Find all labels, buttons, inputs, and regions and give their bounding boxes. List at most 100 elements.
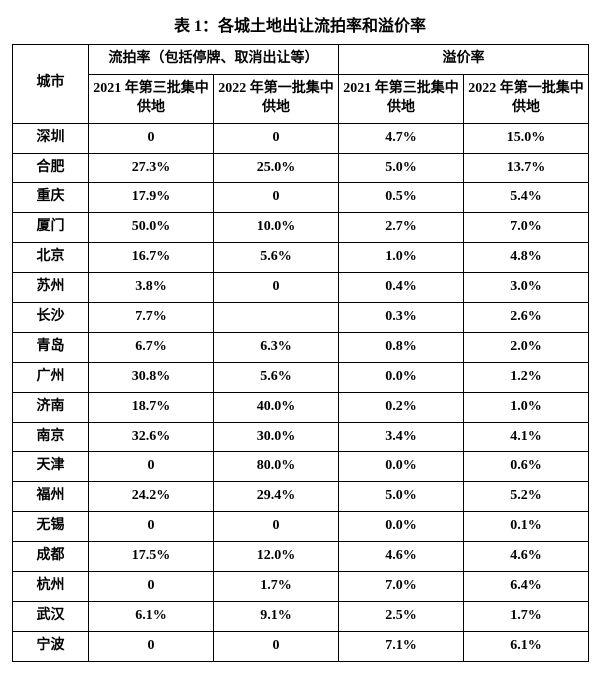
cell-fail-2022q1: 40.0% [214,392,339,422]
cell-prem-2021q3: 4.6% [339,542,464,572]
cell-city: 青岛 [13,332,89,362]
cell-prem-2021q3: 5.0% [339,482,464,512]
cell-fail-2022q1: 30.0% [214,422,339,452]
col-2021q3-prem: 2021 年第三批集中供地 [339,74,464,123]
table-row: 北京16.7%5.6%1.0%4.8% [13,243,589,273]
table-row: 成都17.5%12.0%4.6%4.6% [13,542,589,572]
cell-fail-2021q3: 32.6% [89,422,214,452]
cell-prem-2021q3: 4.7% [339,123,464,153]
cell-fail-2021q3: 18.7% [89,392,214,422]
cell-city: 武汉 [13,601,89,631]
cell-city: 合肥 [13,153,89,183]
cell-city: 宁波 [13,631,89,661]
cell-fail-2021q3: 7.7% [89,303,214,333]
col-2021q3-fail: 2021 年第三批集中供地 [89,74,214,123]
cell-prem-2022q1: 2.6% [464,303,589,333]
cell-fail-2021q3: 30.8% [89,362,214,392]
cell-prem-2022q1: 1.7% [464,601,589,631]
cell-fail-2022q1: 9.1% [214,601,339,631]
land-rate-table: 城市 流拍率（包括停牌、取消出让等） 溢价率 2021 年第三批集中供地 202… [12,44,589,662]
cell-fail-2022q1: 0 [214,183,339,213]
table-row: 天津080.0%0.0%0.6% [13,452,589,482]
table-row: 武汉6.1%9.1%2.5%1.7% [13,601,589,631]
cell-city: 南京 [13,422,89,452]
cell-fail-2022q1: 0 [214,123,339,153]
cell-fail-2022q1: 12.0% [214,542,339,572]
cell-fail-2022q1: 80.0% [214,452,339,482]
cell-city: 厦门 [13,213,89,243]
cell-fail-2021q3: 50.0% [89,213,214,243]
cell-prem-2021q3: 0.3% [339,303,464,333]
cell-prem-2022q1: 1.0% [464,392,589,422]
cell-city: 苏州 [13,273,89,303]
cell-prem-2022q1: 3.0% [464,273,589,303]
cell-fail-2021q3: 0 [89,512,214,542]
cell-fail-2022q1: 0 [214,512,339,542]
table-row: 长沙7.7% 0.3%2.6% [13,303,589,333]
cell-city: 广州 [13,362,89,392]
cell-fail-2021q3: 27.3% [89,153,214,183]
cell-fail-2021q3: 17.9% [89,183,214,213]
cell-prem-2022q1: 1.2% [464,362,589,392]
cell-prem-2021q3: 5.0% [339,153,464,183]
cell-fail-2022q1: 0 [214,273,339,303]
col-group-premium-rate: 溢价率 [339,45,589,75]
cell-fail-2022q1: 10.0% [214,213,339,243]
cell-prem-2021q3: 0.5% [339,183,464,213]
cell-fail-2021q3: 0 [89,123,214,153]
col-city: 城市 [13,45,89,124]
cell-city: 深圳 [13,123,89,153]
cell-prem-2022q1: 0.1% [464,512,589,542]
col-group-failure-rate: 流拍率（包括停牌、取消出让等） [89,45,339,75]
cell-city: 成都 [13,542,89,572]
cell-city: 无锡 [13,512,89,542]
cell-prem-2021q3: 1.0% [339,243,464,273]
cell-prem-2022q1: 15.0% [464,123,589,153]
cell-fail-2022q1 [214,303,339,333]
table-row: 重庆17.9%00.5%5.4% [13,183,589,213]
cell-city: 福州 [13,482,89,512]
table-row: 杭州01.7%7.0%6.4% [13,572,589,602]
cell-fail-2021q3: 3.8% [89,273,214,303]
cell-city: 杭州 [13,572,89,602]
cell-prem-2022q1: 7.0% [464,213,589,243]
cell-fail-2021q3: 6.7% [89,332,214,362]
cell-prem-2022q1: 6.4% [464,572,589,602]
cell-prem-2022q1: 13.7% [464,153,589,183]
cell-prem-2021q3: 0.2% [339,392,464,422]
table-row: 青岛6.7%6.3%0.8%2.0% [13,332,589,362]
cell-fail-2022q1: 5.6% [214,243,339,273]
cell-fail-2021q3: 16.7% [89,243,214,273]
table-row: 厦门50.0%10.0%2.7%7.0% [13,213,589,243]
cell-fail-2021q3: 6.1% [89,601,214,631]
cell-prem-2021q3: 0.4% [339,273,464,303]
table-row: 宁波007.1%6.1% [13,631,589,661]
cell-fail-2022q1: 5.6% [214,362,339,392]
cell-fail-2022q1: 0 [214,631,339,661]
cell-prem-2022q1: 4.8% [464,243,589,273]
cell-fail-2022q1: 1.7% [214,572,339,602]
cell-fail-2022q1: 29.4% [214,482,339,512]
cell-fail-2022q1: 6.3% [214,332,339,362]
cell-prem-2021q3: 0.0% [339,512,464,542]
table-title: 表 1：各城土地出让流拍率和溢价率 [12,12,588,36]
table-row: 南京32.6%30.0%3.4%4.1% [13,422,589,452]
table-row: 无锡000.0%0.1% [13,512,589,542]
cell-prem-2022q1: 2.0% [464,332,589,362]
cell-prem-2021q3: 2.5% [339,601,464,631]
cell-prem-2022q1: 5.2% [464,482,589,512]
table-row: 福州24.2%29.4%5.0%5.2% [13,482,589,512]
cell-prem-2021q3: 0.8% [339,332,464,362]
col-2022q1-prem: 2022 年第一批集中供地 [464,74,589,123]
cell-prem-2021q3: 0.0% [339,452,464,482]
cell-fail-2021q3: 24.2% [89,482,214,512]
cell-prem-2022q1: 0.6% [464,452,589,482]
cell-prem-2022q1: 4.6% [464,542,589,572]
cell-fail-2022q1: 25.0% [214,153,339,183]
cell-city: 长沙 [13,303,89,333]
table-row: 广州30.8%5.6%0.0%1.2% [13,362,589,392]
cell-prem-2022q1: 6.1% [464,631,589,661]
table-row: 深圳004.7%15.0% [13,123,589,153]
cell-city: 北京 [13,243,89,273]
cell-prem-2021q3: 3.4% [339,422,464,452]
